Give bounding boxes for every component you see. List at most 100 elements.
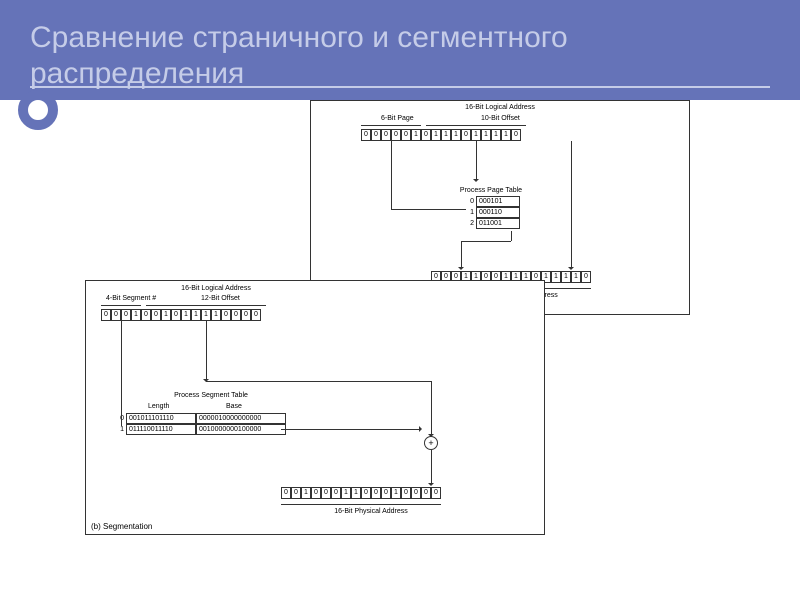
line	[426, 125, 526, 126]
seg-bracket-label: 4-Bit Segment #	[106, 295, 156, 302]
bit-cell: 0	[361, 129, 371, 141]
bit-cell: 0	[421, 129, 431, 141]
adder-icon: +	[424, 436, 438, 450]
row-index: 2	[466, 220, 476, 227]
row-value: 011001	[476, 218, 520, 229]
line	[281, 504, 441, 505]
bit-cell: 1	[391, 487, 401, 499]
line	[461, 241, 511, 242]
offset-bracket-label: 10-Bit Offset	[481, 115, 520, 122]
line	[391, 209, 466, 210]
bit-cell: 1	[301, 487, 311, 499]
row-index: 1	[466, 209, 476, 216]
bit-cell: 1	[411, 129, 421, 141]
segmentation-diagram: 16-Bit Logical Address 4-Bit Segment # 1…	[85, 280, 545, 535]
bit-cell: 0	[291, 487, 301, 499]
bit-cell: 0	[251, 309, 261, 321]
bit-cell: 1	[451, 129, 461, 141]
seg-caption: (b) Segmentation	[91, 522, 152, 531]
seg-top-label: 16-Bit Logical Address	[146, 285, 286, 292]
line	[206, 381, 431, 382]
bit-cell: 1	[431, 129, 441, 141]
row-index: 0	[466, 198, 476, 205]
table-row: 0000101	[466, 196, 520, 207]
table-row: 2011001	[466, 218, 520, 229]
col-base: Base	[226, 403, 242, 410]
bit-cell: 1	[211, 309, 221, 321]
seg-bottom-label: 16-Bit Physical Address	[311, 508, 431, 515]
page-table: 000010110001102011001	[466, 196, 520, 229]
bit-cell: 1	[481, 129, 491, 141]
bit-cell: 0	[401, 129, 411, 141]
line	[146, 305, 266, 306]
col-length: Length	[148, 403, 169, 410]
bit-cell: 1	[501, 129, 511, 141]
arrow	[431, 381, 432, 436]
row-length: 011110011110	[126, 424, 196, 435]
slide-header: Сравнение страничного и сегментного расп…	[0, 0, 800, 100]
table-row: 00010111011100000010000000000	[116, 413, 286, 424]
bit-cell: 0	[581, 271, 591, 283]
bit-cell: 1	[491, 129, 501, 141]
line	[101, 305, 141, 306]
row-base: 0000010000000000	[196, 413, 286, 424]
bit-cell: 1	[471, 129, 481, 141]
bit-cell: 0	[371, 487, 381, 499]
bit-cell: 0	[361, 487, 371, 499]
bit-cell: 1	[131, 309, 141, 321]
line	[511, 231, 512, 241]
arrow	[281, 429, 421, 430]
row-value: 000101	[476, 196, 520, 207]
bit-cell: 0	[321, 487, 331, 499]
diagram-content: 16-Bit Logical Address 6-Bit Page 10-Bit…	[30, 100, 770, 580]
bit-cell: 1	[551, 271, 561, 283]
bit-cell: 0	[511, 129, 521, 141]
paging-top-label: 16-Bit Logical Address	[311, 104, 689, 111]
line	[121, 321, 122, 426]
bit-cell: 0	[381, 129, 391, 141]
bit-cell: 0	[231, 309, 241, 321]
arrow	[476, 141, 477, 181]
bit-cell: 1	[191, 309, 201, 321]
line	[361, 125, 421, 126]
bit-cell: 0	[411, 487, 421, 499]
row-base: 0010000000100000	[196, 424, 286, 435]
row-length: 001011101110	[126, 413, 196, 424]
bit-cell: 1	[351, 487, 361, 499]
row-value: 000110	[476, 207, 520, 218]
paging-logical-bits: 0000010111011110	[361, 129, 521, 141]
page-bracket-label: 6-Bit Page	[381, 115, 414, 122]
arrow	[571, 141, 572, 269]
bit-cell: 0	[171, 309, 181, 321]
bit-cell: 1	[561, 271, 571, 283]
title-underline	[30, 86, 770, 88]
bit-cell: 1	[441, 129, 451, 141]
bit-cell: 0	[391, 129, 401, 141]
bit-cell: 0	[461, 129, 471, 141]
arrow	[461, 241, 462, 269]
bit-cell: 0	[101, 309, 111, 321]
table-row: 1000110	[466, 207, 520, 218]
bit-cell: 0	[151, 309, 161, 321]
bit-cell: 1	[181, 309, 191, 321]
seg-table-title: Process Segment Table	[146, 392, 276, 399]
bit-cell: 0	[431, 487, 441, 499]
bit-cell: 0	[241, 309, 251, 321]
arrow	[431, 450, 432, 485]
row-index: 1	[116, 426, 126, 433]
table-row: 10111100111100010000000100000	[116, 424, 286, 435]
bit-cell: 0	[381, 487, 391, 499]
bit-cell: 0	[281, 487, 291, 499]
bit-cell: 0	[121, 309, 131, 321]
bit-cell: 0	[421, 487, 431, 499]
bit-cell: 0	[311, 487, 321, 499]
bit-cell: 0	[331, 487, 341, 499]
arrow	[206, 321, 207, 381]
bit-cell: 1	[571, 271, 581, 283]
line	[391, 141, 392, 209]
seg-physical-bits: 0010001100010000	[281, 487, 441, 499]
slide-title: Сравнение страничного и сегментного расп…	[30, 20, 770, 92]
bit-cell: 0	[141, 309, 151, 321]
seg-table: 0001011101110000001000000000010111100111…	[116, 413, 286, 435]
bit-cell: 1	[161, 309, 171, 321]
